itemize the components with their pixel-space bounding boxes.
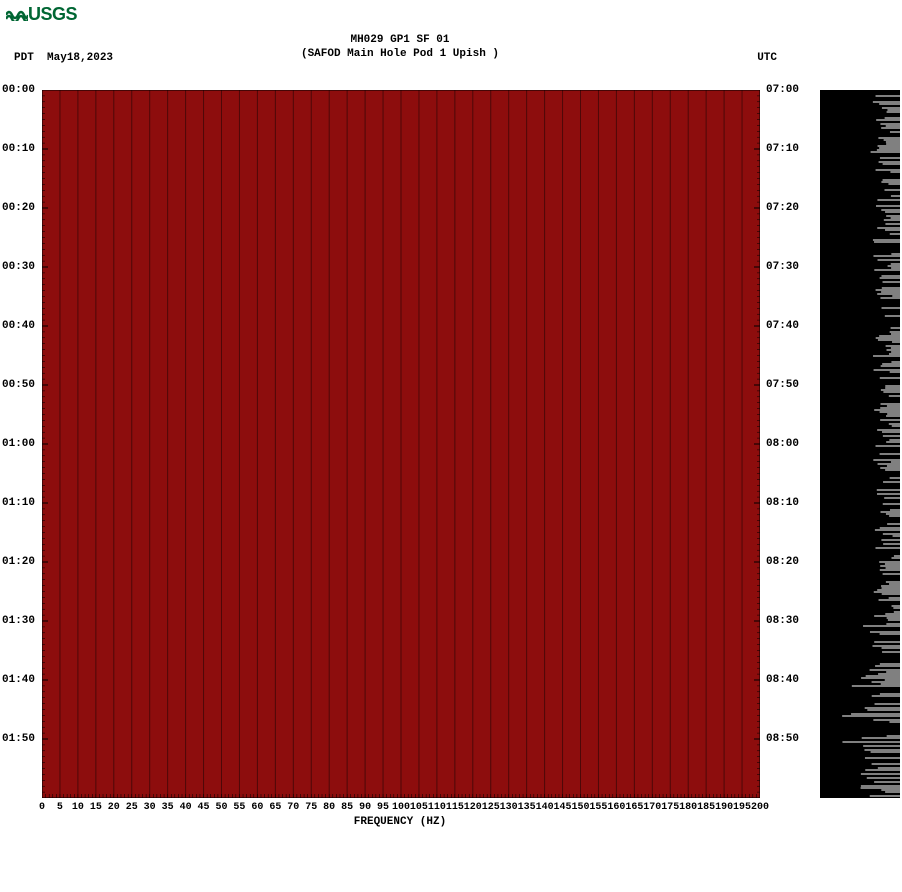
y-left-tick-label: 00:30 <box>2 261 35 273</box>
y-right-tick-label: 08:20 <box>766 556 799 568</box>
usgs-wave-icon <box>6 5 28 26</box>
side-waveform-svg <box>820 90 900 798</box>
y-left-tick-label: 01:40 <box>2 674 35 686</box>
side-waveform-panel <box>820 90 900 798</box>
y-right-tick-label: 07:30 <box>766 261 799 273</box>
y-right-tick-label: 07:10 <box>766 143 799 155</box>
date-text: May18,2023 <box>47 52 113 64</box>
chart-title-line2: (SAFOD Main Hole Pod 1 Upish ) <box>0 48 800 60</box>
y-left-tick-label: 01:00 <box>2 438 35 450</box>
y-right-tick-label: 08:10 <box>766 497 799 509</box>
y-right-tick-label: 07:00 <box>766 84 799 96</box>
y-right-tick-label: 08:40 <box>766 674 799 686</box>
y-left-tick-label: 00:40 <box>2 320 35 332</box>
y-right-tick-label: 08:30 <box>766 615 799 627</box>
y-left-tick-label: 00:50 <box>2 379 35 391</box>
y-left-tick-label: 01:20 <box>2 556 35 568</box>
tz-left-label: PDT <box>14 52 34 64</box>
tz-right-label: UTC <box>757 52 777 64</box>
y-right-tick-label: 08:00 <box>766 438 799 450</box>
y-left-tick-label: 00:00 <box>2 84 35 96</box>
spectrogram-plot <box>42 90 760 798</box>
date-label: PDT May18,2023 <box>14 52 113 64</box>
y-right-tick-label: 07:20 <box>766 202 799 214</box>
y-right-tick-label: 07:40 <box>766 320 799 332</box>
y-left-tick-label: 01:30 <box>2 615 35 627</box>
y-left-tick-label: 01:10 <box>2 497 35 509</box>
y-right-tick-label: 08:50 <box>766 733 799 745</box>
usgs-logo: USGS <box>6 4 77 26</box>
y-right-tick-label: 07:50 <box>766 379 799 391</box>
x-axis-label: FREQUENCY (HZ) <box>0 816 800 828</box>
y-left-tick-label: 00:20 <box>2 202 35 214</box>
spectrogram-svg <box>42 90 760 798</box>
y-left-tick-label: 00:10 <box>2 143 35 155</box>
y-left-tick-label: 01:50 <box>2 733 35 745</box>
usgs-logo-text: USGS <box>28 4 77 24</box>
x-tick-label: 200 <box>750 802 770 813</box>
page-container: USGS MH029 GP1 SF 01 (SAFOD Main Hole Po… <box>0 0 902 892</box>
chart-title-line1: MH029 GP1 SF 01 <box>0 34 800 46</box>
